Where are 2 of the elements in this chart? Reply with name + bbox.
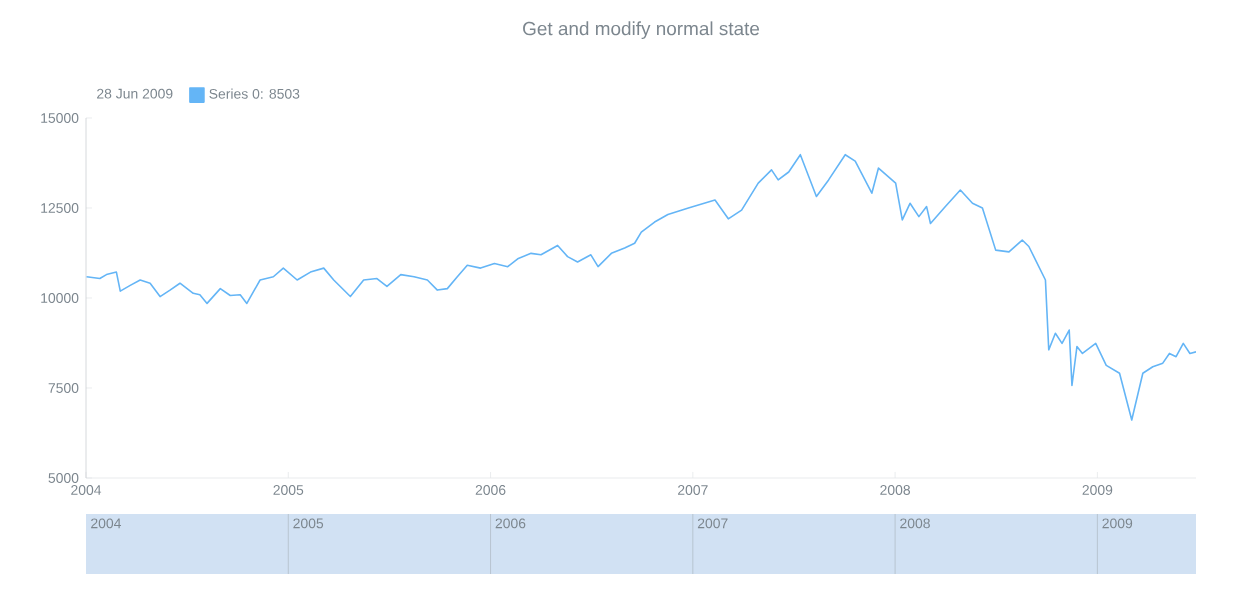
chart-title: Get and modify normal state	[523, 21, 760, 40]
line-series	[86, 153, 1197, 421]
